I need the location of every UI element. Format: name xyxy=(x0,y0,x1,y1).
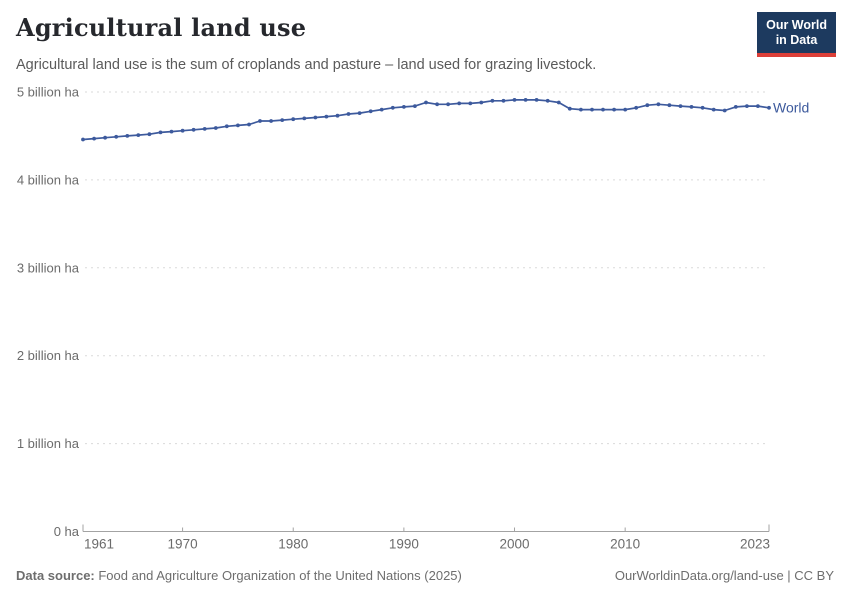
data-point xyxy=(435,102,439,107)
data-point xyxy=(247,122,251,127)
data-point xyxy=(158,130,163,135)
x-axis-label: 1961 xyxy=(84,537,114,552)
x-axis-label: 2000 xyxy=(499,537,529,552)
data-point xyxy=(722,108,727,113)
data-point xyxy=(92,136,96,141)
data-point xyxy=(556,100,561,105)
data-point xyxy=(501,98,506,103)
chart-footer: Data source: Food and Agriculture Organi… xyxy=(16,568,834,583)
data-point xyxy=(490,98,495,103)
data-point xyxy=(402,105,406,109)
data-point xyxy=(180,128,185,133)
data-point xyxy=(103,135,107,140)
data-source-label: Data source: xyxy=(16,568,95,583)
data-point xyxy=(224,124,229,129)
data-point xyxy=(623,107,628,112)
y-axis-label: 0 ha xyxy=(54,524,80,539)
chart-subtitle: Agricultural land use is the sum of crop… xyxy=(16,57,597,73)
data-point xyxy=(523,98,528,102)
x-axis-label: 1980 xyxy=(278,537,308,552)
data-point xyxy=(368,109,373,114)
data-point xyxy=(324,114,329,119)
data-point xyxy=(357,111,362,115)
data-point xyxy=(114,134,119,139)
data-source-value: Food and Agriculture Organization of the… xyxy=(94,568,462,583)
series-label-world[interactable]: World xyxy=(773,99,809,115)
y-axis-label: 3 billion ha xyxy=(17,260,80,275)
data-point xyxy=(413,104,417,108)
data-point xyxy=(567,106,572,111)
data-point xyxy=(579,107,583,112)
data-point xyxy=(700,105,705,110)
data-point xyxy=(711,107,716,112)
data-point xyxy=(346,112,351,116)
y-axis-label: 1 billion ha xyxy=(17,436,80,451)
data-point xyxy=(313,115,318,120)
x-axis-label: 2023 xyxy=(740,537,770,552)
data-point xyxy=(745,104,749,108)
y-axis-label: 2 billion ha xyxy=(17,348,80,363)
data-point xyxy=(612,107,616,112)
data-point xyxy=(125,134,130,138)
data-point xyxy=(446,102,450,107)
data-point xyxy=(667,103,672,108)
data-point xyxy=(302,116,307,121)
data-point xyxy=(269,119,273,123)
data-point xyxy=(236,123,240,128)
data-point xyxy=(545,98,550,103)
owid-cc-link[interactable]: OurWorldinData.org/land-use | CC BY xyxy=(614,568,834,583)
data-point xyxy=(335,113,340,118)
data-point xyxy=(590,107,594,112)
data-point xyxy=(645,103,650,108)
data-point xyxy=(379,107,384,112)
page-title: Agricultural land use xyxy=(16,13,307,42)
y-axis-label: 4 billion ha xyxy=(17,172,80,187)
data-point xyxy=(534,98,539,102)
y-axis-label: 5 billion ha xyxy=(17,85,80,100)
data-point xyxy=(424,100,428,105)
x-axis-label: 1970 xyxy=(168,537,198,552)
data-point xyxy=(280,118,285,122)
series-line-world[interactable] xyxy=(82,99,770,141)
data-point xyxy=(756,104,760,108)
line-chart: 0 ha 1 billion ha 2 billion ha 3 billion ha… xyxy=(17,85,809,552)
owid-logo-line1: Our World xyxy=(766,18,827,32)
data-point xyxy=(512,98,517,102)
data-point xyxy=(258,119,262,123)
data-point xyxy=(767,105,771,110)
x-axis-label: 1990 xyxy=(389,537,419,552)
data-point xyxy=(656,102,661,107)
data-point xyxy=(678,104,683,108)
data-point xyxy=(169,129,174,134)
data-point xyxy=(601,107,605,112)
data-point xyxy=(479,100,484,105)
data-point xyxy=(689,105,694,109)
data-point xyxy=(213,126,218,130)
owid-logo-line2: in Data xyxy=(775,32,818,47)
data-source-note: Data source: Food and Agriculture Organi… xyxy=(16,568,462,583)
data-point xyxy=(390,105,395,110)
data-point xyxy=(81,137,85,142)
data-point xyxy=(468,101,473,106)
data-point xyxy=(634,105,639,110)
x-axis-label: 2010 xyxy=(610,537,640,552)
owid-logo[interactable]: Our World in Data xyxy=(757,12,836,57)
data-point xyxy=(457,101,462,106)
data-point xyxy=(291,117,296,122)
data-point xyxy=(147,132,152,137)
data-point xyxy=(136,133,141,138)
data-point xyxy=(191,127,196,132)
data-point xyxy=(733,105,738,109)
data-point xyxy=(202,126,207,131)
